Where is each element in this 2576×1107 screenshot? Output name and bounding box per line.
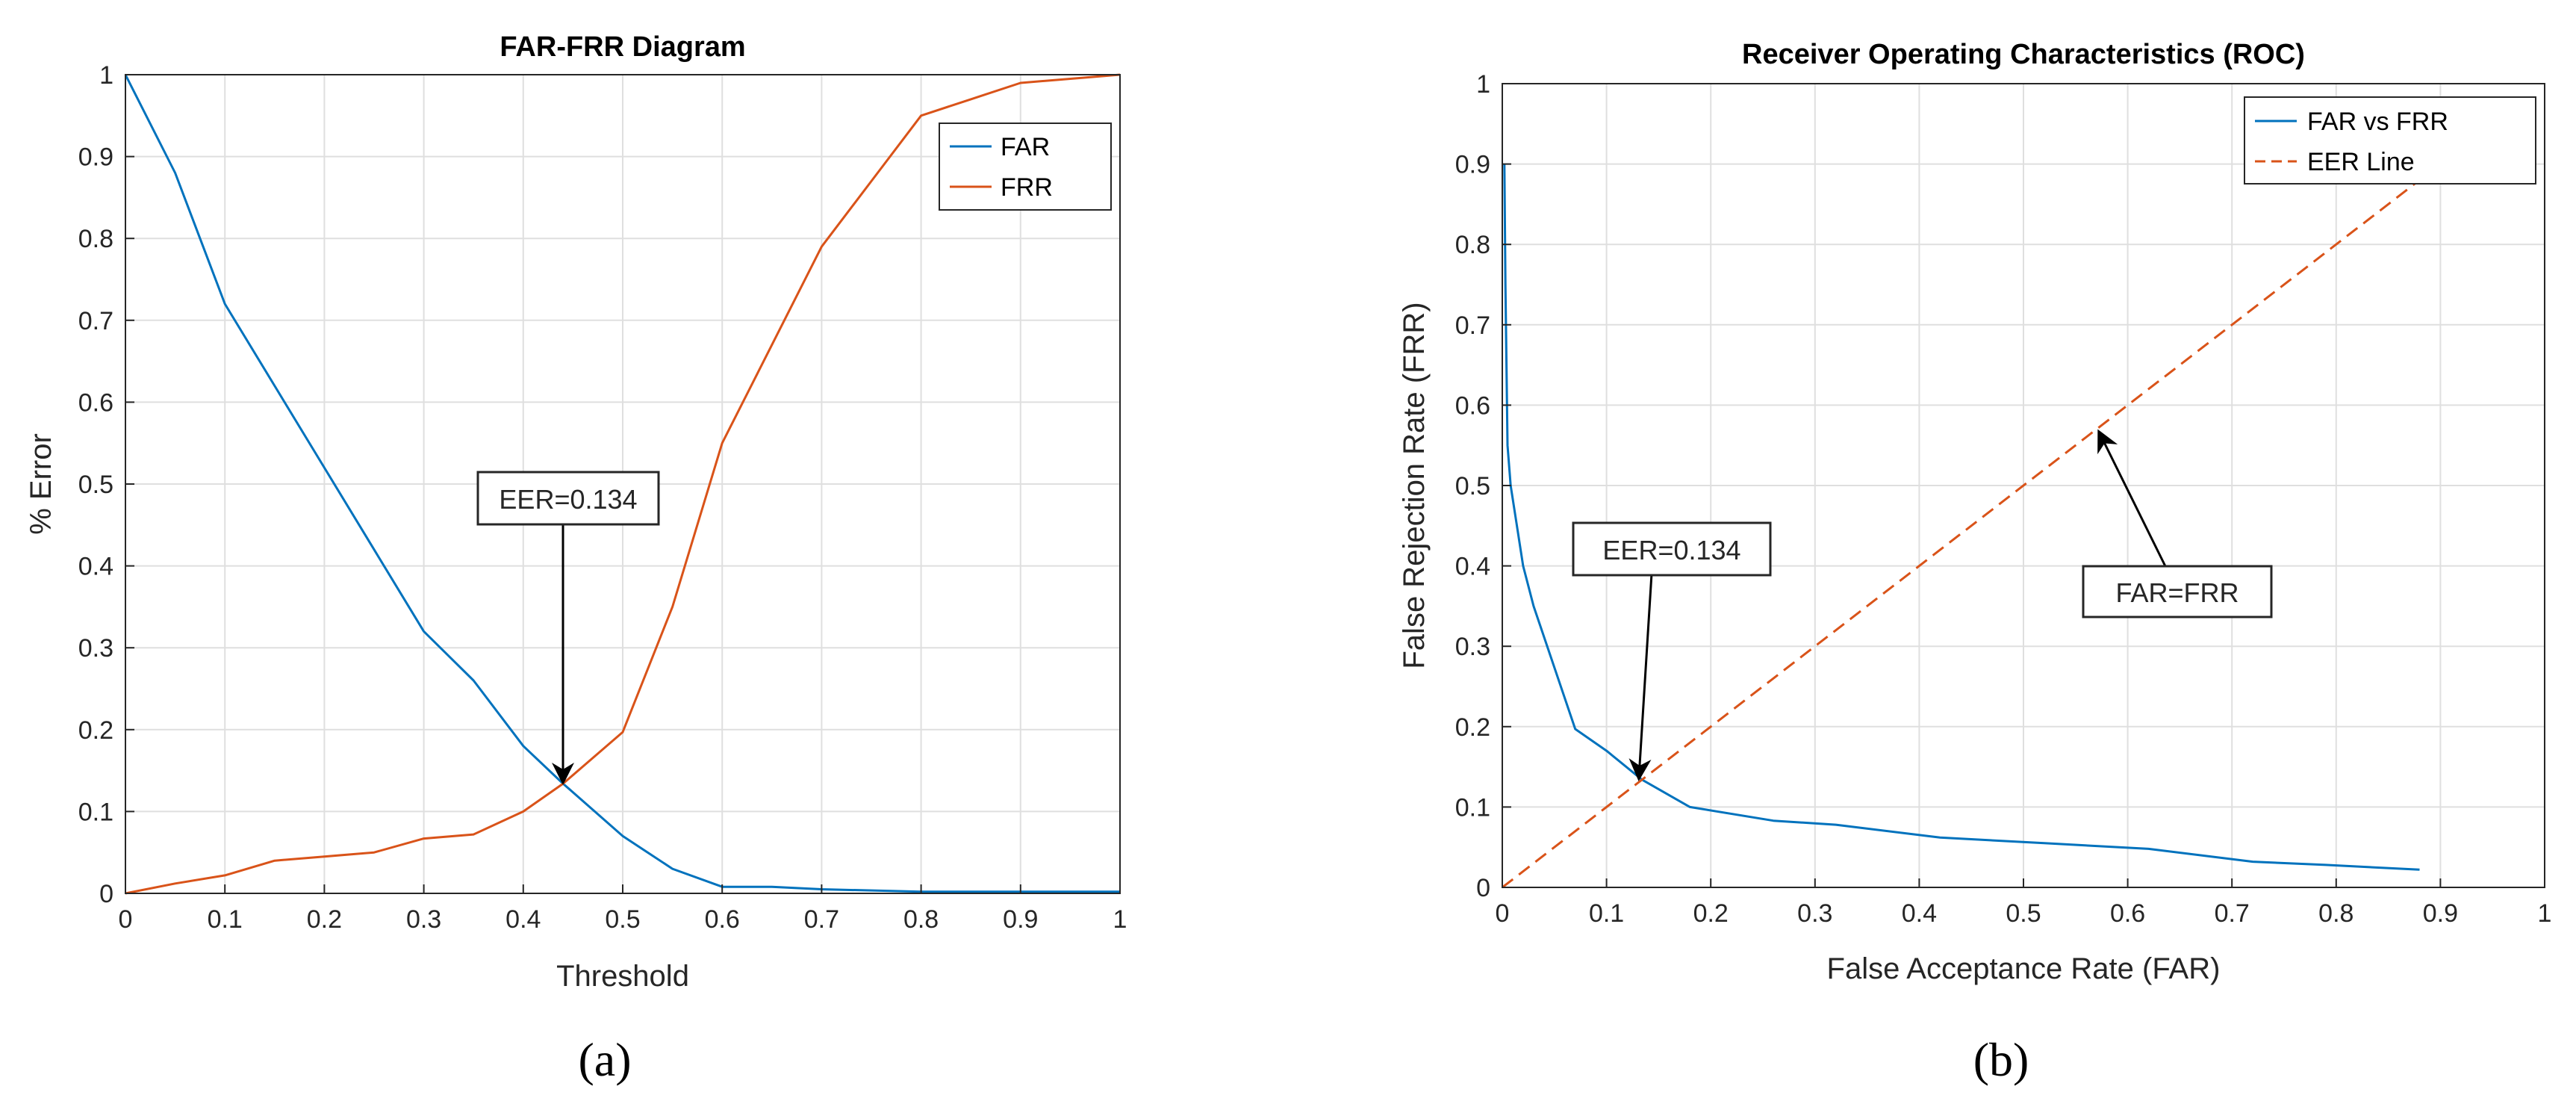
x-tick-label: 0	[119, 905, 133, 934]
legend-box	[2244, 96, 2536, 184]
x-tick-label: 0.4	[505, 905, 541, 934]
y-ticks: 0 0.1 0.2 0.3 0.4 0.5 0.6 0.7 0.8 0.9 1	[78, 61, 134, 908]
x-tick-label: 0.4	[1902, 899, 1937, 928]
series-line-eer-line	[1502, 179, 2421, 889]
caption-a: (a)	[578, 1033, 631, 1086]
x-axis-label: False Acceptance Rate (FAR)	[1827, 952, 2221, 985]
x-tick-label: 0.1	[208, 905, 243, 934]
series-line-far-vs-frr	[1503, 164, 2420, 871]
y-tick-label: 0.6	[1455, 391, 1490, 420]
y-tick-label: 0.4	[1455, 553, 1490, 581]
grid	[1502, 83, 2545, 888]
x-tick-label: 0.5	[605, 905, 640, 934]
eer-annotation: EER=0.134	[476, 471, 660, 785]
y-tick-label: 0.3	[1455, 633, 1490, 661]
y-tick-label: 0.9	[78, 143, 113, 172]
eer-annotation-box	[1572, 521, 1772, 577]
eer-annotation-text: EER=0.134	[499, 484, 637, 515]
y-axis-label: False Rejection Rate (FRR)	[1398, 302, 1431, 669]
x-tick-label: 0	[1496, 899, 1510, 928]
x-ticks: 0 0.1 0.2 0.3 0.4 0.5 0.6 0.7 0.8 0.9 1	[119, 884, 1127, 934]
eer-annotation: EER=0.134	[1572, 521, 1772, 781]
y-tick-label: 0.2	[78, 716, 113, 745]
y-tick-label: 0.8	[1455, 231, 1490, 259]
x-tick-label: 0.9	[2423, 899, 2458, 928]
y-tick-label: 0.5	[78, 471, 113, 499]
y-tick-label: 0.1	[1455, 793, 1490, 822]
chart-title: Receiver Operating Characteristics (ROC)	[1742, 39, 2305, 70]
y-tick-label: 0.6	[78, 388, 113, 417]
x-tick-label: 0.8	[903, 905, 939, 934]
x-tick-label: 0.3	[1797, 899, 1832, 928]
x-tick-label: 0.8	[2318, 899, 2353, 928]
x-tick-label: 1	[1113, 905, 1127, 934]
series-layer	[1502, 164, 2421, 889]
series-line-frr	[125, 73, 1121, 895]
y-tick-label: 0.4	[78, 553, 113, 581]
x-tick-label: 0.9	[1003, 905, 1038, 934]
x-axis-label: Threshold	[556, 960, 689, 993]
eer-arrow	[1628, 573, 1653, 781]
x-tick-label: 0.6	[2110, 899, 2145, 928]
far-frr-chart: 0 0.1 0.2 0.3 0.4 0.5 0.6 0.7 0.8 0.9 1 0 0.1 0.2 0.3…	[25, 31, 1127, 1086]
x-tick-label: 0.7	[2215, 899, 2250, 928]
far-frr-arrow	[2097, 429, 2167, 567]
y-tick-label: 0.5	[1455, 472, 1490, 500]
legend-label-eer-line: EER Line	[2307, 148, 2415, 176]
x-tick-label: 0.6	[705, 905, 740, 934]
series-layer	[124, 73, 1121, 895]
y-ticks: 0 0.1 0.2 0.3 0.4 0.5 0.6 0.7 0.8 0.9 1	[1455, 70, 1511, 902]
eer-annotation-text: EER=0.134	[1602, 535, 1740, 565]
y-tick-label: 0.2	[1455, 713, 1490, 742]
y-tick-label: 0.1	[78, 798, 113, 826]
y-tick-label: 0	[99, 880, 113, 908]
eer-annotation-box	[476, 471, 660, 526]
x-ticks: 0 0.1 0.2 0.3 0.4 0.5 0.6 0.7 0.8 0.9 1	[1496, 878, 2552, 928]
y-axis-label: % Error	[25, 433, 57, 535]
y-tick-label: 0	[1476, 874, 1490, 902]
roc-chart: 0 0.1 0.2 0.3 0.4 0.5 0.6 0.7 0.8 0.9 1 0 0.1 0.2 0.3…	[1398, 39, 2551, 1086]
far-frr-annotation-box	[2082, 565, 2273, 618]
x-tick-label: 0.2	[1693, 899, 1729, 928]
legend: FAR FRR	[939, 123, 1112, 211]
x-tick-label: 0.3	[406, 905, 441, 934]
legend: FAR vs FRR EER Line	[2244, 96, 2536, 184]
far-frr-annotation: FAR=FRR	[2082, 429, 2273, 618]
legend-label-far: FAR	[1001, 133, 1050, 161]
x-tick-label: 1	[2538, 899, 2552, 928]
legend-label-frr: FRR	[1001, 173, 1053, 202]
y-tick-label: 0.9	[1455, 151, 1490, 179]
chart-title: FAR-FRR Diagram	[500, 31, 745, 63]
y-tick-label: 0.8	[78, 225, 113, 253]
legend-box	[939, 123, 1112, 211]
y-tick-label: 0.7	[1455, 311, 1490, 340]
far-frr-annotation-text: FAR=FRR	[2115, 577, 2239, 608]
y-tick-label: 1	[99, 61, 113, 90]
series-line-far	[124, 74, 1120, 893]
y-tick-label: 0.3	[78, 634, 113, 663]
x-tick-label: 0.5	[2006, 899, 2041, 928]
x-tick-label: 0.2	[307, 905, 342, 934]
x-tick-label: 0.7	[804, 905, 839, 934]
x-tick-label: 0.1	[1589, 899, 1624, 928]
legend-label-far-vs-frr: FAR vs FRR	[2307, 108, 2448, 136]
y-tick-label: 1	[1476, 70, 1490, 99]
caption-b: (b)	[1973, 1033, 2029, 1086]
y-tick-label: 0.7	[78, 307, 113, 335]
